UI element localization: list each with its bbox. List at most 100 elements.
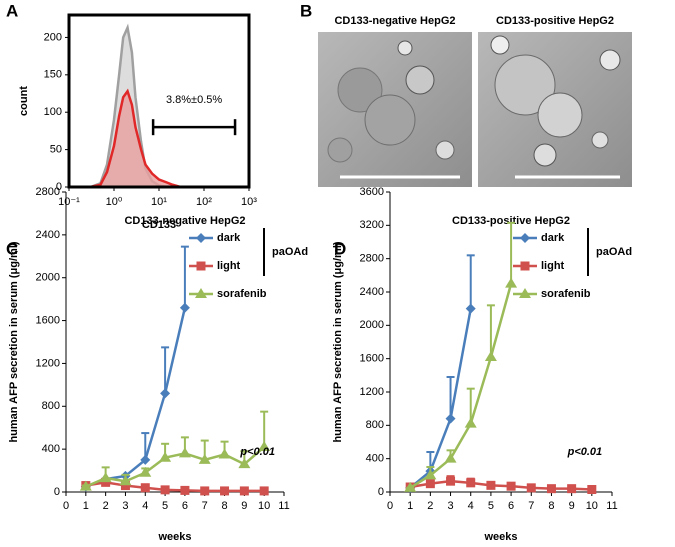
x-tick-label: 10¹: [151, 196, 167, 208]
x-tick-label: 11: [606, 500, 617, 512]
x-tick-label: 3: [447, 500, 453, 512]
series-line: [85, 307, 187, 488]
marker: [464, 417, 477, 428]
y-tick-label: 150: [44, 69, 62, 81]
y-tick-label: 2400: [36, 229, 60, 241]
series-line: [409, 283, 513, 489]
marker: [466, 478, 476, 488]
histogram-line: [90, 88, 181, 189]
x-tick-label: 7: [528, 500, 534, 512]
y-tick-label: 2800: [360, 253, 384, 265]
chart-title: CD133-positive HepG2: [452, 215, 570, 227]
marker: [159, 451, 172, 462]
x-tick-label: 8: [221, 500, 227, 512]
micrograph: [318, 32, 472, 187]
marker: [196, 233, 206, 243]
marker: [404, 481, 417, 492]
marker: [239, 486, 249, 496]
x-axis-label: weeks: [157, 531, 191, 543]
marker: [79, 480, 92, 491]
y-tick-label: 3600: [360, 186, 384, 198]
y-tick-label: 400: [42, 443, 60, 455]
annotation: p<0.01: [567, 446, 603, 458]
x-tick-label: 6: [182, 500, 188, 512]
micrograph: [478, 32, 632, 187]
marker: [200, 486, 210, 496]
group-label: paOAd: [596, 246, 632, 258]
x-tick-label: 11: [278, 500, 289, 512]
marker: [220, 486, 230, 496]
panel-label: B: [300, 1, 312, 20]
marker: [140, 483, 150, 493]
x-tick-label: 4: [468, 500, 474, 512]
chart-title: CD133-negative HepG2: [124, 215, 245, 227]
marker: [258, 441, 271, 451]
x-tick-label: 5: [488, 500, 494, 512]
marker: [567, 484, 577, 494]
y-tick-label: 800: [42, 400, 60, 412]
marker: [506, 481, 516, 491]
x-tick-label: 4: [142, 500, 148, 512]
series-line: [409, 479, 592, 491]
x-tick-label: 10: [586, 500, 598, 512]
x-tick-label: 9: [241, 500, 247, 512]
marker: [445, 413, 456, 424]
y-tick-label: 200: [44, 31, 62, 43]
y-tick-label: 100: [44, 106, 62, 118]
marker: [546, 484, 556, 494]
y-tick-label: 0: [56, 181, 62, 193]
x-tick-label: 9: [569, 500, 575, 512]
series-line: [85, 481, 265, 493]
marker: [120, 481, 130, 491]
marker: [160, 388, 171, 399]
marker: [526, 483, 536, 493]
y-tick-label: 2000: [360, 319, 384, 331]
y-axis-label: human AFP secretion in serum (μg/ml): [8, 241, 20, 442]
y-tick-label: 0: [54, 486, 60, 498]
marker: [195, 288, 207, 298]
x-tick-label: 10³: [241, 196, 257, 208]
y-tick-label: 2800: [36, 186, 60, 198]
marker: [140, 454, 151, 465]
x-tick-label: 8: [548, 500, 554, 512]
marker: [424, 469, 437, 480]
x-axis-label: CD133: [142, 219, 176, 231]
y-tick-label: 800: [366, 419, 384, 431]
x-tick-label: 2: [103, 500, 109, 512]
image-title: CD133-negative HepG2: [334, 15, 455, 27]
marker: [465, 303, 476, 314]
y-axis-label: count: [18, 86, 30, 116]
x-tick-label: 10⁰: [106, 196, 123, 208]
y-tick-label: 1600: [36, 314, 60, 326]
marker: [425, 479, 435, 489]
y-tick-label: 1200: [36, 357, 60, 369]
marker: [139, 466, 152, 477]
x-tick-label: 10: [258, 500, 270, 512]
y-tick-label: 1600: [360, 353, 384, 365]
legend-label: light: [217, 260, 241, 272]
marker: [484, 351, 497, 361]
x-tick-label: 0: [63, 500, 69, 512]
panel-label: C: [6, 239, 18, 258]
series-line: [409, 308, 472, 489]
x-tick-label: 5: [162, 500, 168, 512]
legend-label: light: [541, 260, 565, 272]
marker: [160, 485, 170, 495]
marker: [486, 480, 496, 490]
x-tick-label: 0: [387, 500, 393, 512]
legend-label: dark: [541, 232, 565, 244]
y-axis-label: human AFP secretion in serum (μg/ml): [332, 241, 344, 442]
marker: [520, 233, 530, 243]
x-tick-label: 7: [202, 500, 208, 512]
marker: [178, 447, 191, 458]
marker: [218, 448, 231, 459]
y-tick-label: 0: [378, 486, 384, 498]
area-fill: [90, 91, 181, 187]
x-tick-label: 3: [122, 500, 128, 512]
marker: [179, 302, 190, 313]
x-axis-label: weeks: [483, 531, 517, 543]
x-tick-label: 10²: [196, 196, 212, 208]
series-line: [85, 446, 265, 488]
marker: [520, 261, 530, 271]
x-tick-label: 1: [83, 500, 89, 512]
